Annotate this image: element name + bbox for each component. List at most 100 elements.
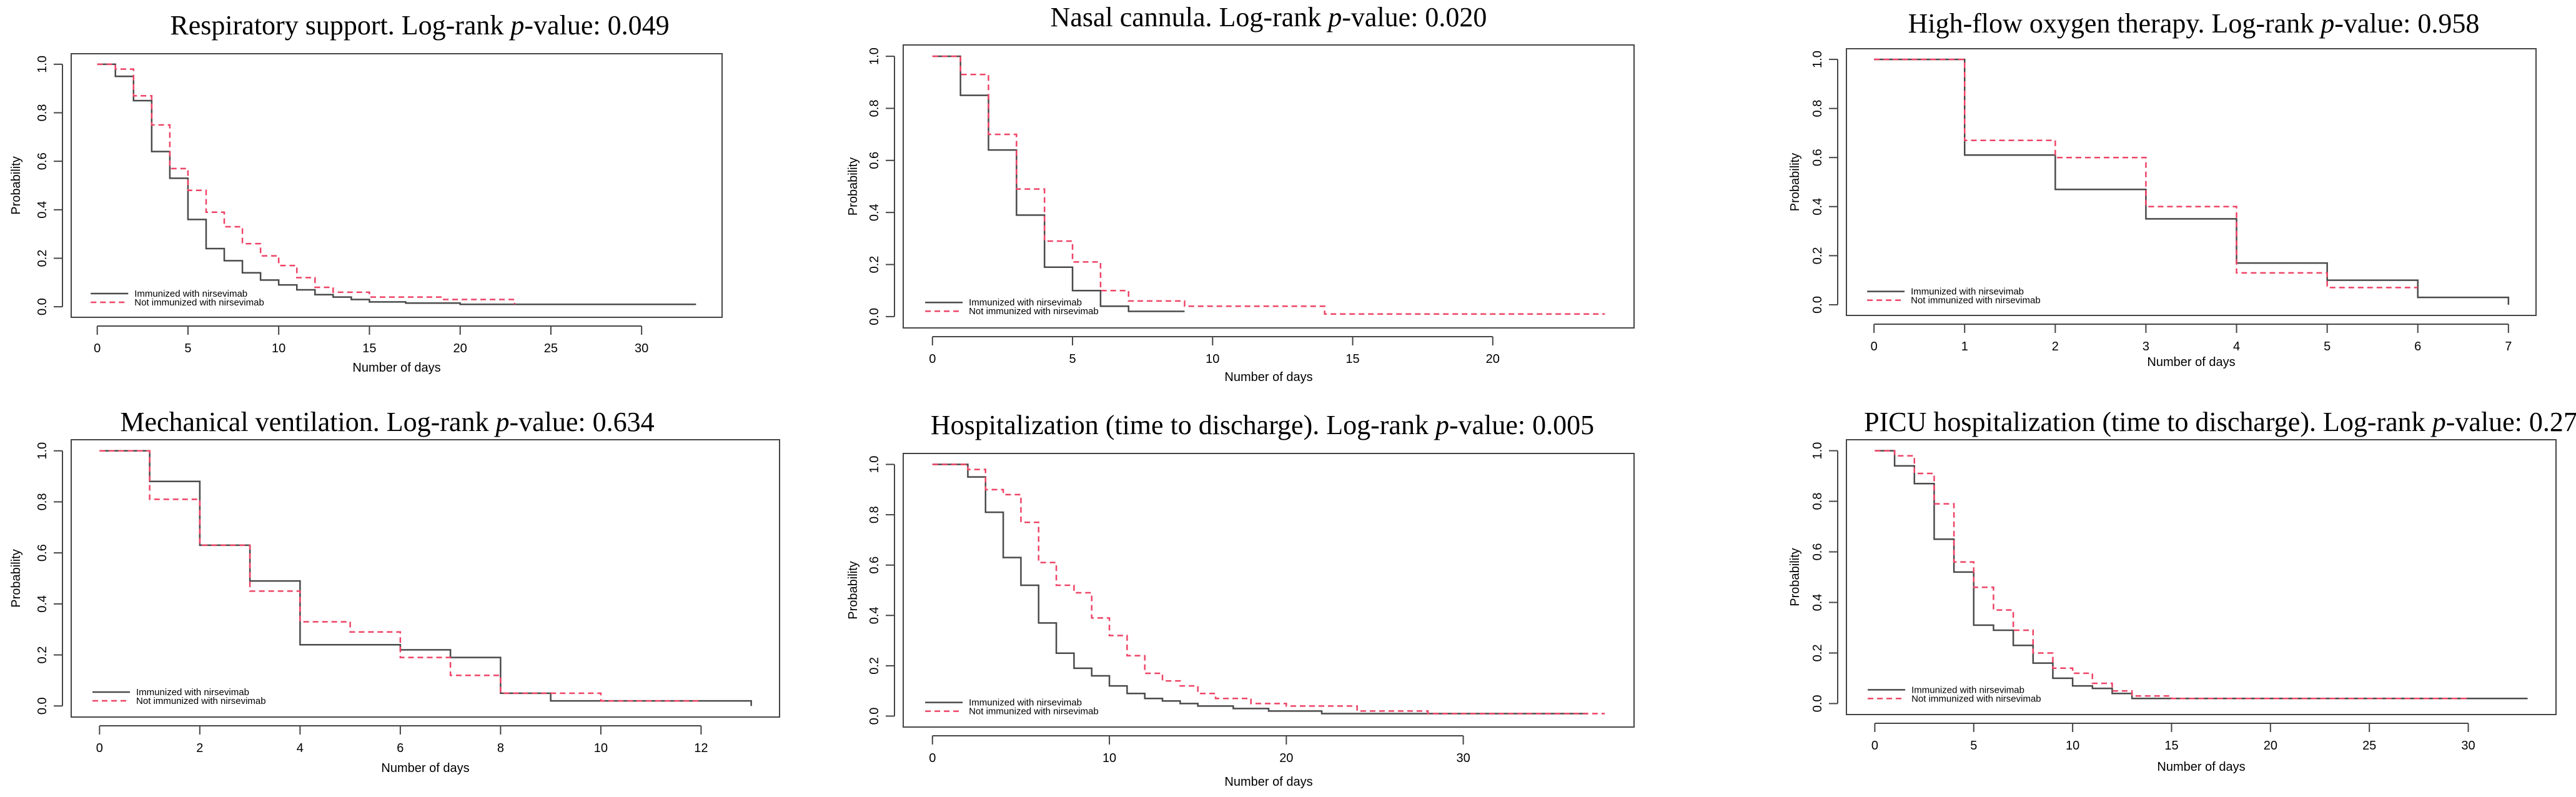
x-tick-label: 0 <box>929 751 936 765</box>
x-tick-label: 8 <box>497 741 504 755</box>
chart-title-tail: -value: 0.958 <box>2334 8 2479 39</box>
y-tick-label: 0.2 <box>36 250 49 267</box>
km-curve-not-immunized <box>99 450 701 702</box>
km-curve-not-immunized <box>97 63 516 305</box>
legend-label: Not immunized with nirsevimab <box>1911 693 2041 704</box>
x-tick-label: 2 <box>2052 340 2059 354</box>
plot-frame <box>71 439 780 718</box>
chart-title-tail: -value: 0.634 <box>509 407 654 437</box>
km-curve-immunized <box>1874 58 2510 305</box>
legend-label: Immunized with nirsevimab <box>969 698 1082 708</box>
x-tick-label: 12 <box>694 741 708 755</box>
y-tick-label: 0.0 <box>868 308 881 325</box>
km-panel: Mechanical ventilation. Log-rank p-value… <box>9 407 780 775</box>
y-tick-label: 1.0 <box>1811 442 1825 460</box>
y-axis-label: Probability <box>1788 153 1802 211</box>
y-tick-label: 0.8 <box>868 506 881 523</box>
x-tick-label: 6 <box>397 741 404 755</box>
x-tick-label: 5 <box>184 342 191 355</box>
x-tick-label: 7 <box>2505 340 2512 354</box>
plot-frame <box>903 44 1635 329</box>
x-tick-label: 25 <box>2362 739 2376 753</box>
y-axis-label: Probability <box>846 561 860 619</box>
km-curve-immunized <box>932 463 1587 715</box>
y-tick-label: 0.8 <box>868 100 881 117</box>
legend-label: Not immunized with nirsevimab <box>136 696 266 706</box>
y-tick-label: 0.0 <box>36 298 49 315</box>
km-panel: Respiratory support. Log-rank p-value: 0… <box>9 10 723 375</box>
y-tick-label: 0.2 <box>1811 247 1825 264</box>
y-tick-label: 0.4 <box>1811 198 1825 215</box>
km-curve-immunized <box>1875 450 2528 700</box>
km-panel: High-flow oxygen therapy. Log-rank p-val… <box>1788 8 2537 369</box>
chart-title-main: Respiratory support. Log-rank <box>170 10 510 41</box>
chart-title-tail: -value: 0.273 <box>2446 407 2576 437</box>
chart-title-p: p <box>1326 2 1342 32</box>
chart-title: Respiratory support. Log-rank p-value: 0… <box>170 10 669 41</box>
x-tick-label: 0 <box>929 352 936 366</box>
y-tick-label: 0.8 <box>36 493 49 511</box>
x-tick-label: 15 <box>362 342 376 355</box>
x-tick-label: 3 <box>2143 340 2149 354</box>
legend-label: Not immunized with nirsevimab <box>134 297 264 308</box>
x-tick-label: 0 <box>1871 739 1878 753</box>
y-tick-label: 0.8 <box>1811 100 1825 117</box>
chart-title-main: PICU hospitalization (time to discharge)… <box>1864 407 2432 437</box>
km-curve-not-immunized <box>932 463 1605 715</box>
y-tick-label: 0.8 <box>1811 493 1825 510</box>
chart-title-tail: -value: 0.049 <box>524 10 669 41</box>
chart-title-tail: -value: 0.020 <box>1342 2 1487 32</box>
x-tick-label: 0 <box>1871 340 1878 354</box>
legend-label: Immunized with nirsevimab <box>134 289 247 299</box>
chart-title: Hospitalization (time to discharge). Log… <box>931 410 1594 440</box>
legend-label: Immunized with nirsevimab <box>1911 685 2024 695</box>
km-curve-immunized <box>932 55 1185 312</box>
plot-frame <box>71 53 723 318</box>
x-tick-label: 25 <box>544 342 558 355</box>
chart-title-p: p <box>2430 407 2446 437</box>
chart-title-main: High-flow oxygen therapy. Log-rank <box>1908 8 2321 39</box>
x-tick-label: 30 <box>635 342 648 355</box>
km-panel: Hospitalization (time to discharge). Log… <box>846 410 1635 789</box>
plot-frame <box>1846 439 2557 715</box>
chart-title-main: Mechanical ventilation. Log-rank <box>120 407 495 437</box>
legend-label: Not immunized with nirsevimab <box>969 306 1099 317</box>
chart-title: Nasal cannula. Log-rank p-value: 0.020 <box>1051 2 1487 32</box>
chart-title: Mechanical ventilation. Log-rank p-value… <box>120 407 654 437</box>
km-panel: Nasal cannula. Log-rank p-value: 0.020 0 5… <box>846 2 1635 384</box>
km-curve-not-immunized <box>932 55 1605 315</box>
km-curve-not-immunized <box>1875 450 2469 700</box>
x-tick-label: 0 <box>94 342 101 355</box>
legend-label: Immunized with nirsevimab <box>1911 287 2024 297</box>
y-tick-label: 0.6 <box>36 544 49 562</box>
x-tick-label: 5 <box>1069 352 1076 366</box>
legend-label: Immunized with nirsevimab <box>969 297 1082 308</box>
y-tick-label: 0.8 <box>36 104 49 122</box>
chart-title-main: Hospitalization (time to discharge). Log… <box>931 410 1435 440</box>
km-curve-not-immunized <box>1874 58 2418 289</box>
x-tick-label: 10 <box>1102 751 1116 765</box>
x-tick-label: 10 <box>594 741 608 755</box>
km-curve-immunized <box>99 450 752 706</box>
x-tick-label: 30 <box>1456 751 1470 765</box>
legend-label: Not immunized with nirsevimab <box>1911 295 2041 306</box>
y-tick-label: 0.4 <box>36 201 49 219</box>
y-tick-label: 0.2 <box>36 646 49 664</box>
chart-title-tail: -value: 0.005 <box>1449 410 1594 440</box>
x-axis-label: Number of days <box>1224 775 1312 789</box>
chart-title-main: Nasal cannula. Log-rank <box>1051 2 1329 32</box>
y-tick-label: 0.0 <box>868 708 881 725</box>
x-tick-label: 30 <box>2461 739 2475 753</box>
x-axis-label: Number of days <box>352 361 440 375</box>
x-tick-label: 20 <box>1486 352 1500 366</box>
x-tick-label: 1 <box>1961 340 1968 354</box>
x-tick-label: 10 <box>272 342 285 355</box>
y-tick-label: 1.0 <box>1811 51 1825 68</box>
chart-title-p: p <box>2319 8 2334 39</box>
x-tick-label: 20 <box>2264 739 2277 753</box>
x-tick-label: 5 <box>1970 739 1977 753</box>
y-tick-label: 0.6 <box>1811 543 1825 561</box>
legend-label: Immunized with nirsevimab <box>136 687 249 698</box>
legend-label: Not immunized with nirsevimab <box>969 706 1099 717</box>
